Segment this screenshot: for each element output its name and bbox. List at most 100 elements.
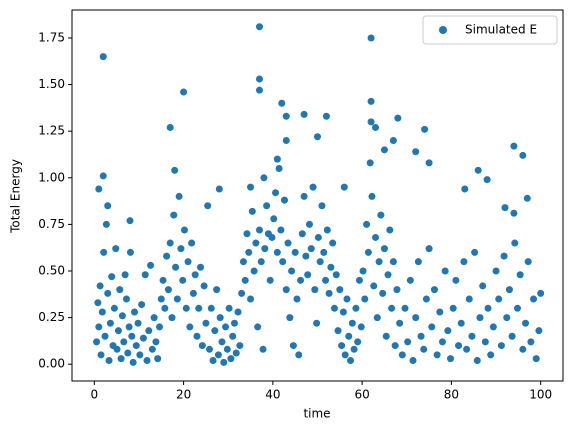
point xyxy=(280,196,288,204)
point xyxy=(252,239,260,247)
point xyxy=(255,75,263,83)
point xyxy=(289,342,297,350)
point xyxy=(420,345,428,353)
plot-frame xyxy=(71,9,564,382)
point xyxy=(148,345,156,353)
point xyxy=(361,295,369,303)
point xyxy=(322,276,330,284)
point xyxy=(398,351,406,359)
point xyxy=(170,211,178,219)
point xyxy=(343,295,351,303)
point xyxy=(105,356,113,364)
point xyxy=(273,155,281,163)
point xyxy=(173,295,181,303)
point xyxy=(386,226,394,234)
point xyxy=(209,356,217,364)
point xyxy=(313,319,321,327)
point xyxy=(302,252,310,260)
point xyxy=(367,118,375,126)
point xyxy=(120,338,128,346)
point xyxy=(318,202,326,210)
point xyxy=(428,323,436,331)
point xyxy=(214,351,222,359)
point xyxy=(291,248,299,256)
point xyxy=(409,356,417,364)
point xyxy=(180,226,188,234)
x-axis-label: time xyxy=(303,407,330,421)
point xyxy=(189,289,197,297)
point xyxy=(412,314,420,322)
point xyxy=(471,248,479,256)
point xyxy=(164,286,172,294)
x-tick-label: 20 xyxy=(176,388,191,402)
point xyxy=(447,355,455,363)
point xyxy=(511,239,519,247)
point xyxy=(311,286,319,294)
legend-marker xyxy=(439,26,447,34)
point xyxy=(125,323,133,331)
point xyxy=(519,345,527,353)
point xyxy=(266,276,274,284)
point xyxy=(193,332,201,340)
point xyxy=(297,276,305,284)
point xyxy=(259,345,267,353)
point xyxy=(425,245,433,253)
point xyxy=(479,282,487,290)
point xyxy=(322,112,330,120)
point xyxy=(198,342,206,350)
legend-label: Simulated E xyxy=(465,23,537,37)
y-tick-label: 1.00 xyxy=(38,170,65,184)
point xyxy=(372,233,380,241)
point xyxy=(147,261,155,269)
point xyxy=(305,220,313,228)
point xyxy=(527,338,535,346)
point xyxy=(370,282,378,290)
point xyxy=(452,276,460,284)
point xyxy=(336,286,344,294)
point xyxy=(334,327,342,335)
point xyxy=(363,220,371,228)
point xyxy=(191,271,199,279)
point xyxy=(202,319,210,327)
point xyxy=(143,356,151,364)
point xyxy=(380,245,388,253)
point xyxy=(177,245,185,253)
point xyxy=(425,159,433,167)
point xyxy=(422,295,430,303)
point xyxy=(332,271,340,279)
point xyxy=(180,88,188,96)
point xyxy=(207,304,215,312)
point xyxy=(186,323,194,331)
point xyxy=(364,248,372,256)
point xyxy=(393,286,401,294)
point xyxy=(382,332,390,340)
point xyxy=(275,164,283,172)
point xyxy=(188,239,196,247)
point xyxy=(204,202,212,210)
point xyxy=(307,245,315,253)
point xyxy=(300,110,308,118)
point xyxy=(141,271,149,279)
y-tick-label: 0.25 xyxy=(38,310,65,324)
point xyxy=(519,151,527,159)
point xyxy=(239,258,247,266)
point xyxy=(295,351,303,359)
point xyxy=(501,204,509,212)
point xyxy=(314,133,321,141)
point xyxy=(316,258,324,266)
point xyxy=(134,319,142,327)
point xyxy=(298,230,306,238)
point xyxy=(433,351,441,359)
point xyxy=(168,314,176,322)
point xyxy=(389,137,397,145)
point xyxy=(483,176,491,184)
point xyxy=(366,159,374,167)
point xyxy=(117,355,125,363)
point xyxy=(247,183,255,191)
point xyxy=(406,276,414,284)
point xyxy=(300,192,308,200)
point xyxy=(436,308,444,316)
point xyxy=(161,304,169,312)
